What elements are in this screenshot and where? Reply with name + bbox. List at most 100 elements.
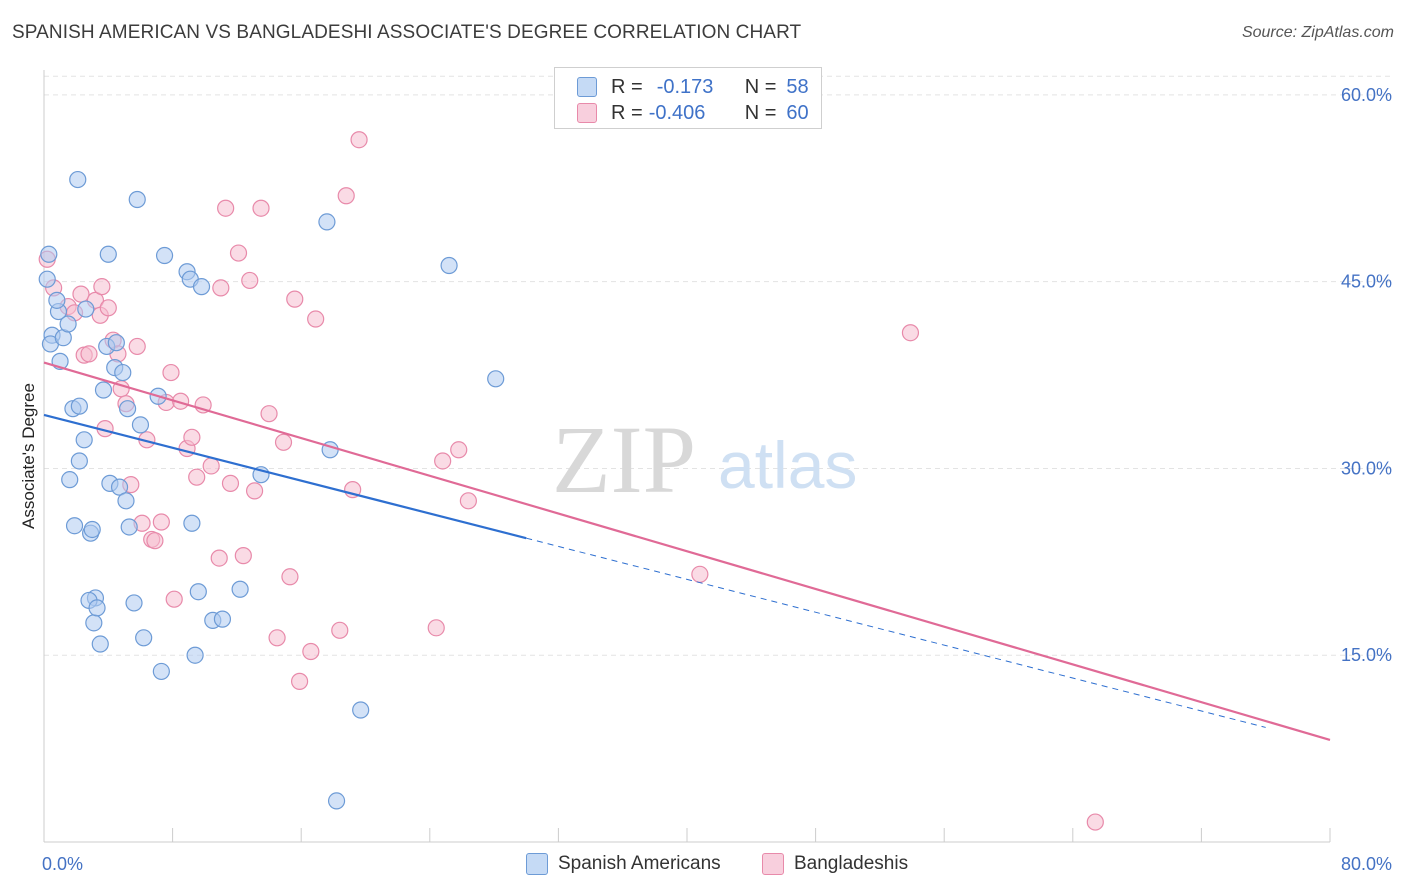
data-point — [59, 315, 77, 333]
legend-r-value: -0.406 — [648, 101, 706, 124]
data-point — [65, 517, 84, 535]
data-point — [118, 400, 137, 418]
legend-n-label: N = — [744, 101, 777, 124]
data-point — [70, 452, 88, 470]
y-tick-labels: 15.0% 30.0% 45.0% 60.0% — [1341, 85, 1392, 665]
data-point — [337, 187, 355, 205]
data-point — [165, 590, 183, 608]
data-point — [162, 363, 180, 382]
data-point — [183, 428, 201, 446]
data-point — [152, 513, 170, 531]
data-point — [213, 610, 232, 628]
data-point — [350, 131, 368, 149]
data-point — [487, 370, 505, 388]
bottom-legend-label: Bangladeshis — [794, 853, 909, 874]
data-point — [117, 492, 135, 510]
data-point — [440, 256, 458, 275]
data-point — [274, 433, 293, 451]
data-point — [231, 580, 249, 598]
data-point — [192, 278, 211, 296]
data-point — [186, 646, 204, 664]
data-point — [83, 520, 101, 539]
y-axis-label: Associate's Degree — [19, 383, 38, 529]
data-point — [131, 416, 150, 434]
legend-r-value: -0.173 — [656, 75, 714, 98]
data-point — [99, 245, 117, 263]
data-point — [152, 662, 170, 681]
data-point — [241, 271, 259, 290]
data-point — [69, 170, 87, 189]
bottom-legend-bangladeshis: Bangladeshis — [762, 851, 908, 877]
legend-n-value: 58 — [786, 75, 809, 98]
chart-title: SPANISH AMERICAN VS BANGLADESHI ASSOCIAT… — [12, 22, 802, 43]
data-point — [691, 565, 709, 583]
legend-n-value: 60 — [786, 101, 809, 124]
data-point — [155, 246, 174, 265]
data-point — [290, 672, 309, 690]
series-bangladeshis-points — [38, 131, 1104, 831]
data-point — [94, 381, 113, 399]
data-point — [281, 568, 299, 586]
data-point — [459, 492, 477, 510]
data-point — [229, 244, 248, 262]
legend-row-spanish-americans: R = -0.173 N = 58 — [577, 73, 809, 101]
data-point — [245, 482, 264, 500]
x-tick-label: 0.0% — [42, 854, 83, 874]
watermark: ZIP atlas — [552, 406, 857, 513]
data-point — [189, 583, 207, 601]
bottom-legend-swatch-pink — [762, 853, 784, 875]
data-point — [212, 279, 230, 297]
legend-r-label: R = — [611, 101, 643, 124]
data-point — [183, 514, 201, 532]
data-point — [128, 190, 146, 209]
data-point — [61, 471, 79, 489]
data-point — [80, 345, 98, 363]
data-point — [48, 291, 66, 309]
trendline-spanish-americans-extension — [526, 537, 1266, 728]
y-tick-label: 15.0% — [1341, 645, 1392, 665]
data-point — [88, 599, 106, 617]
trendline-bangladeshis — [43, 361, 1331, 741]
legend-swatch-blue — [577, 77, 597, 97]
data-point — [91, 635, 109, 653]
series-spanish-americans-points — [38, 170, 505, 810]
y-tick-label: 45.0% — [1341, 272, 1392, 292]
axes — [43, 70, 1331, 843]
data-point — [302, 642, 320, 661]
legend-swatch-pink — [577, 103, 597, 123]
data-point — [252, 199, 270, 217]
data-point — [120, 518, 138, 536]
data-point — [1086, 813, 1104, 831]
data-point — [217, 199, 235, 217]
data-point — [77, 300, 95, 318]
watermark-atlas: atlas — [718, 428, 857, 502]
trendline-spanish-americans — [43, 413, 527, 540]
y-tick-label: 60.0% — [1341, 85, 1392, 105]
bottom-legend-swatch-blue — [526, 853, 548, 875]
data-point — [75, 431, 93, 449]
data-point — [188, 468, 206, 486]
data-point — [307, 310, 325, 328]
data-point — [99, 299, 117, 317]
stats-legend: R = -0.173 N = 58 R = -0.406 N = 60 — [554, 67, 822, 129]
data-point — [70, 397, 88, 415]
data-point — [85, 614, 103, 632]
legend-r-label: R = — [611, 75, 643, 98]
trend-lines — [43, 361, 1331, 741]
legend-n-label: N = — [744, 75, 777, 98]
data-point — [125, 594, 143, 612]
data-point — [286, 290, 304, 308]
bottom-legend-spanish-americans: Spanish Americans — [526, 851, 721, 877]
data-point — [114, 363, 132, 382]
grid-lines — [44, 75, 1392, 656]
data-point — [128, 337, 146, 356]
data-point — [331, 621, 349, 639]
data-point — [268, 629, 286, 647]
x-tick-label: 80.0% — [1341, 854, 1392, 874]
bottom-legend-label: Spanish Americans — [558, 853, 721, 874]
legend-row-bangladeshis: R = -0.406 N = 60 — [577, 99, 809, 127]
data-point — [318, 213, 336, 231]
data-point — [202, 457, 220, 475]
data-point — [93, 278, 111, 296]
